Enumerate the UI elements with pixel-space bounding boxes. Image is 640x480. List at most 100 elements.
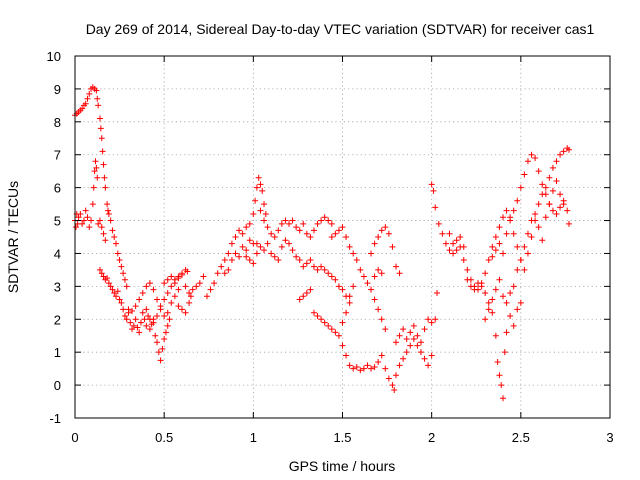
data-point: [164, 276, 171, 283]
data-point: [403, 349, 410, 356]
data-point: [539, 181, 546, 188]
data-point: [118, 263, 125, 270]
data-point: [507, 312, 514, 319]
data-point: [460, 257, 467, 264]
data-point: [111, 234, 118, 240]
data-point: [243, 247, 250, 254]
data-point: [86, 90, 93, 97]
data-point: [346, 299, 353, 306]
data-point: [524, 250, 531, 257]
data-point: [300, 220, 307, 227]
data-point: [332, 276, 339, 283]
data-point: [542, 191, 549, 198]
data-point: [521, 266, 528, 273]
data-point: [243, 224, 250, 231]
data-point: [378, 352, 385, 359]
data-point: [150, 286, 157, 293]
data-point: [478, 283, 485, 290]
data-point: [186, 299, 193, 306]
data-point: [425, 316, 432, 323]
data-point: [439, 230, 446, 237]
y-tick-label: 4: [54, 246, 61, 261]
data-point: [261, 247, 268, 254]
data-point: [275, 257, 282, 264]
data-point: [307, 286, 314, 293]
axis-ticks: [74, 55, 611, 419]
data-point: [161, 312, 168, 319]
data-point: [200, 273, 207, 280]
data-point: [514, 197, 521, 204]
data-point: [253, 240, 260, 247]
data-point: [236, 227, 243, 234]
data-point: [428, 319, 435, 326]
data-point: [482, 316, 489, 323]
data-point: [278, 220, 285, 227]
data-point: [129, 308, 136, 315]
data-point: [300, 263, 307, 270]
data-point: [371, 273, 378, 280]
data-point: [143, 306, 150, 313]
data-point: [378, 270, 385, 277]
data-point: [116, 296, 123, 303]
data-point: [102, 237, 109, 244]
data-point: [105, 280, 112, 287]
data-point: [289, 217, 296, 224]
data-point: [99, 148, 106, 155]
data-point: [93, 87, 100, 94]
data-point: [90, 184, 97, 191]
data-point: [428, 352, 435, 359]
data-point: [271, 253, 278, 260]
data-point: [521, 171, 528, 178]
data-point: [161, 280, 168, 287]
data-point: [98, 135, 105, 142]
data-point: [375, 266, 382, 273]
data-point: [460, 243, 467, 250]
data-point: [496, 372, 503, 379]
data-point: [189, 286, 196, 293]
data-point: [257, 207, 264, 214]
data-point: [464, 276, 471, 283]
data-point: [546, 174, 553, 181]
y-tick-label: 6: [54, 181, 61, 196]
data-point: [471, 286, 478, 293]
data-point: [95, 102, 102, 109]
data-point: [145, 312, 152, 319]
data-point: [557, 204, 564, 211]
data-point: [211, 280, 218, 287]
data-point: [271, 234, 278, 240]
data-point: [375, 306, 382, 313]
x-axis-label: GPS time / hours: [289, 458, 396, 474]
data-point: [121, 276, 128, 283]
data-point: [225, 250, 232, 257]
data-point: [539, 237, 546, 244]
data-point: [335, 283, 342, 290]
data-point: [430, 187, 437, 194]
data-point: [492, 247, 499, 254]
data-point: [296, 257, 303, 264]
data-point: [157, 357, 164, 364]
data-point: [82, 100, 89, 107]
data-point: [293, 224, 300, 231]
x-tick-label: 1: [250, 430, 257, 445]
data-point: [492, 332, 499, 339]
data-point: [446, 230, 453, 237]
data-point: [152, 332, 159, 339]
data-point: [157, 306, 164, 313]
data-point: [501, 349, 508, 356]
data-point: [496, 276, 503, 283]
data-point: [360, 273, 367, 280]
data-point: [364, 280, 371, 287]
data-point: [161, 296, 168, 303]
data-point: [114, 288, 121, 295]
data-point: [560, 201, 567, 208]
data-point: [450, 240, 457, 247]
data-point: [421, 355, 428, 362]
data-point: [289, 247, 296, 254]
data-point: [86, 224, 93, 231]
data-point: [396, 362, 403, 369]
data-point: [364, 362, 371, 369]
data-point: [385, 230, 392, 237]
data-point: [134, 324, 141, 331]
data-point: [182, 283, 189, 290]
